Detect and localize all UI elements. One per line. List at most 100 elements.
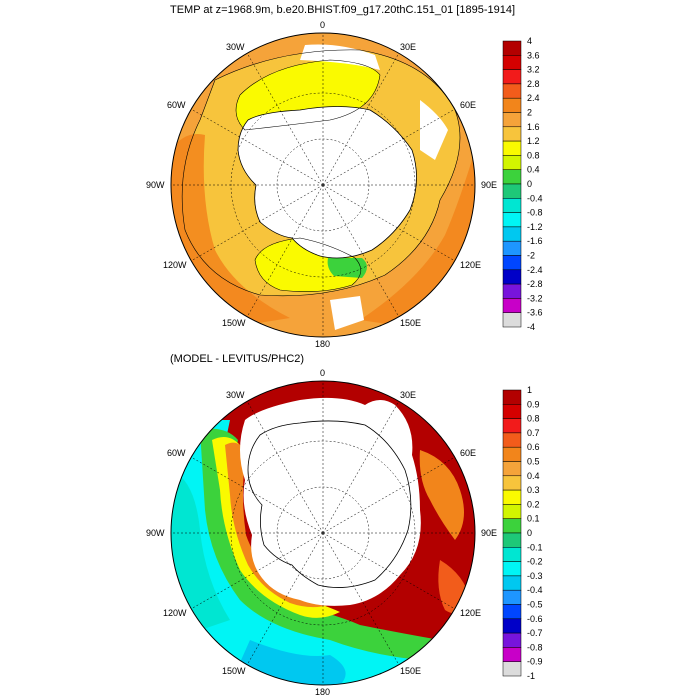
lon-label-90w: 90W: [146, 180, 165, 190]
colorbar-label: 0.2: [527, 499, 540, 509]
colorbar-swatch: [502, 475, 522, 491]
colorbar-label: 2.8: [527, 79, 540, 89]
colorbar-label: 0.7: [527, 428, 540, 438]
lon-label-90e: 90E: [481, 528, 497, 538]
colorbar-label: 0: [527, 179, 532, 189]
colorbar-swatch: [502, 140, 522, 156]
colorbar-swatch: [502, 55, 522, 70]
graticule: [171, 381, 475, 685]
lon-label-150e: 150E: [400, 318, 421, 328]
colorbar-label: -0.9: [527, 657, 543, 667]
colorbar-label: 0.4: [527, 471, 540, 481]
colorbar-label: -1.6: [527, 236, 543, 246]
colorbar-label: -0.4: [527, 585, 543, 595]
colorbar-label: 2: [527, 108, 532, 118]
lon-label-150w: 150W: [222, 318, 246, 328]
masked-region-east: [420, 100, 448, 160]
colorbar-label: 0.6: [527, 442, 540, 452]
colorbar-swatch: [502, 226, 522, 242]
colorbar-swatch: [502, 404, 522, 419]
contour-lines: [181, 49, 461, 297]
colorbar-swatch: [502, 126, 522, 142]
polar-map-difference: 0 30E 60E 90E 120E 150E 180 150W 120W 90…: [146, 368, 497, 697]
colorbar-label: -3.6: [527, 308, 543, 318]
colorbar-difference: 1 0.9 0.8 0.7 0.6 0.5 0.4 0.3 0.2 0.1 0 -0.1 -0.2 -0.…: [502, 385, 543, 681]
colorbar-swatch: [502, 604, 522, 620]
colorbar-swatch: [502, 461, 522, 477]
colorbar-label: 1.6: [527, 122, 540, 132]
colorbar-swatch: [502, 504, 522, 519]
colorbar-temperature: 4 3.6 3.2 2.8 2.4 2 1.6 1.2 0.8 0.4 0 -0.4 -0.8 -1.2 -…: [502, 36, 543, 332]
colorbar-swatch: [502, 575, 522, 591]
lon-label-30e: 30E: [400, 390, 416, 400]
colorbar-label: 2.4: [527, 93, 540, 103]
antarctica-landmass: [247, 420, 412, 588]
lon-label-0: 0: [320, 368, 325, 378]
colorbar-label: -0.8: [527, 642, 543, 652]
colorbar-swatch: [502, 255, 522, 271]
lon-label-90e: 90E: [481, 180, 497, 190]
map-title-difference: (MODEL - LEVITUS/PHC2): [170, 353, 305, 365]
colorbar-swatch: [502, 489, 522, 505]
colorbar-swatch: [502, 198, 522, 213]
colorbar-label: -1.2: [527, 222, 543, 232]
lon-label-120w: 120W: [163, 260, 187, 270]
colorbar-label: 0.9: [527, 399, 540, 409]
map-title-temperature: TEMP at z=1968.9m, b.e20.BHIST.f09_g17.2…: [170, 4, 516, 16]
colorbar-swatch: [502, 40, 522, 56]
lon-label-30w: 30W: [226, 42, 245, 52]
lon-label-30e: 30E: [400, 42, 416, 52]
masked-region-south: [330, 296, 364, 330]
colorbar-swatch: [502, 518, 522, 534]
colorbar-label: 1.2: [527, 136, 540, 146]
colorbar-label: 0.4: [527, 165, 540, 175]
colorbar-swatch: [502, 446, 522, 462]
colorbar-label: 3.6: [527, 50, 540, 60]
lon-label-150w: 150W: [222, 666, 246, 676]
colorbar-swatch: [502, 561, 522, 577]
colorbar-label: -2.4: [527, 265, 543, 275]
lon-label-0: 0: [320, 20, 325, 30]
colorbar-swatch: [502, 532, 522, 548]
colorbar-label: 4: [527, 36, 532, 46]
colorbar-swatch: [502, 547, 522, 562]
lon-label-30w: 30W: [226, 390, 245, 400]
colorbar-label: 0.8: [527, 150, 540, 160]
colorbar-label: 0: [527, 528, 532, 538]
colorbar-swatch: [502, 83, 522, 99]
lon-label-120e: 120E: [460, 260, 481, 270]
colorbar-swatch: [502, 312, 522, 328]
colorbar-swatch: [502, 432, 522, 448]
colorbar-label: -2: [527, 251, 535, 261]
colorbar-swatch: [502, 97, 522, 113]
lon-label-60e: 60E: [460, 100, 476, 110]
colorbar-swatch: [502, 618, 522, 634]
anomaly-orange-band: [225, 442, 330, 608]
lon-label-180: 180: [315, 339, 330, 349]
colorbar-label: 0.1: [527, 514, 540, 524]
colorbar-swatch: [502, 283, 522, 299]
colorbar-swatch: [502, 589, 522, 605]
colorbar-label: 0.3: [527, 485, 540, 495]
colorbar-swatch: [502, 112, 522, 128]
anomaly-cyan-region: [171, 420, 475, 685]
colorbar-swatch: [502, 632, 522, 648]
colorbar-label: -0.6: [527, 614, 543, 624]
colorbar-label: -0.5: [527, 600, 543, 610]
colorbar-label: -0.8: [527, 208, 543, 218]
colorbar-label: -0.7: [527, 628, 543, 638]
lon-label-60w: 60W: [167, 448, 186, 458]
anomaly-orange-east: [419, 450, 464, 540]
colorbar-label: 0.8: [527, 414, 540, 424]
contour-band-0.4-0.8: [327, 258, 367, 278]
colorbar-label: -0.1: [527, 542, 543, 552]
colorbar-swatch: [502, 212, 522, 228]
lon-label-90w: 90W: [146, 528, 165, 538]
masked-region-north: [300, 44, 380, 70]
colorbar-label: -3.2: [527, 293, 543, 303]
anomaly-yellow-band: [212, 436, 340, 618]
colorbar-label: -4: [527, 322, 535, 332]
colorbar-label: -1: [527, 671, 535, 681]
colorbar-label: 1: [527, 385, 532, 395]
